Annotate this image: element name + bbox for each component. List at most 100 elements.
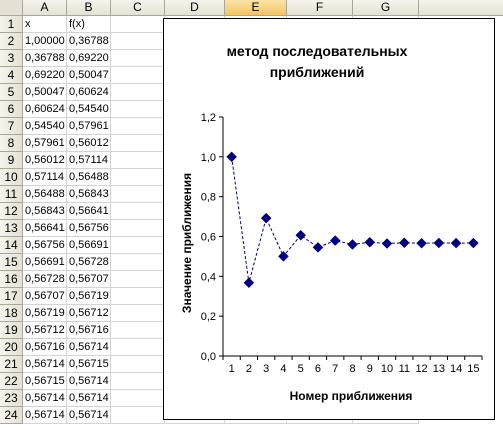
cell-a19[interactable]: 0,56712 — [23, 322, 67, 339]
row-header-18[interactable]: 18 — [0, 305, 23, 322]
cell-a23[interactable]: 0,56714 — [23, 390, 67, 407]
chart-object[interactable]: метод последовательных приближений Номер… — [163, 18, 495, 420]
cell-b5[interactable]: 0,60624 — [67, 84, 111, 101]
row-header-2[interactable]: 2 — [0, 33, 23, 50]
cell-c6[interactable] — [111, 101, 165, 118]
cell-b23[interactable]: 0,56714 — [67, 390, 111, 407]
row-header-10[interactable]: 10 — [0, 169, 23, 186]
cell-b21[interactable]: 0,56715 — [67, 356, 111, 373]
cell-c16[interactable] — [111, 271, 165, 288]
cell-b20[interactable]: 0,56714 — [67, 339, 111, 356]
row-header-3[interactable]: 3 — [0, 50, 23, 67]
row-header-12[interactable]: 12 — [0, 203, 23, 220]
cell-c14[interactable] — [111, 237, 165, 254]
row-header-9[interactable]: 9 — [0, 152, 23, 169]
row-header-1[interactable]: 1 — [0, 16, 23, 33]
cell-c5[interactable] — [111, 84, 165, 101]
cell-c7[interactable] — [111, 118, 165, 135]
cell-c24[interactable] — [111, 407, 165, 424]
cell-b18[interactable]: 0,56712 — [67, 305, 111, 322]
cell-a16[interactable]: 0,56728 — [23, 271, 67, 288]
cell-c23[interactable] — [111, 390, 165, 407]
cell-b3[interactable]: 0,69220 — [67, 50, 111, 67]
cell-a9[interactable]: 0,56012 — [23, 152, 67, 169]
cell-a5[interactable]: 0,50047 — [23, 84, 67, 101]
row-header-20[interactable]: 20 — [0, 339, 23, 356]
cell-c20[interactable] — [111, 339, 165, 356]
cell-b13[interactable]: 0,56756 — [67, 220, 111, 237]
cell-a4[interactable]: 0,69220 — [23, 67, 67, 84]
cell-b17[interactable]: 0,56719 — [67, 288, 111, 305]
row-header-8[interactable]: 8 — [0, 135, 23, 152]
select-all-corner[interactable] — [0, 0, 23, 16]
row-header-23[interactable]: 23 — [0, 390, 23, 407]
cell-b15[interactable]: 0,56728 — [67, 254, 111, 271]
cell-a7[interactable]: 0,54540 — [23, 118, 67, 135]
cell-b1[interactable]: f(x) — [67, 16, 111, 33]
cell-a3[interactable]: 0,36788 — [23, 50, 67, 67]
cell-c19[interactable] — [111, 322, 165, 339]
cell-c8[interactable] — [111, 135, 165, 152]
cell-a21[interactable]: 0,56714 — [23, 356, 67, 373]
cell-a6[interactable]: 0,60624 — [23, 101, 67, 118]
cell-c9[interactable] — [111, 152, 165, 169]
cell-b7[interactable]: 0,57961 — [67, 118, 111, 135]
column-header-g[interactable]: G — [353, 0, 419, 16]
cell-b22[interactable]: 0,56714 — [67, 373, 111, 390]
cell-a13[interactable]: 0,56641 — [23, 220, 67, 237]
cell-b14[interactable]: 0,56691 — [67, 237, 111, 254]
cell-c21[interactable] — [111, 356, 165, 373]
cell-b6[interactable]: 0,54540 — [67, 101, 111, 118]
cell-b11[interactable]: 0,56843 — [67, 186, 111, 203]
column-header-a[interactable]: A — [23, 0, 67, 16]
cell-a12[interactable]: 0,56843 — [23, 203, 67, 220]
cell-c15[interactable] — [111, 254, 165, 271]
cell-a8[interactable]: 0,57961 — [23, 135, 67, 152]
cell-c17[interactable] — [111, 288, 165, 305]
row-header-15[interactable]: 15 — [0, 254, 23, 271]
cell-a15[interactable]: 0,56691 — [23, 254, 67, 271]
cell-a1[interactable]: x — [23, 16, 67, 33]
row-header-6[interactable]: 6 — [0, 101, 23, 118]
cell-b2[interactable]: 0,36788 — [67, 33, 111, 50]
cell-a18[interactable]: 0,56719 — [23, 305, 67, 322]
cell-b10[interactable]: 0,56488 — [67, 169, 111, 186]
row-header-13[interactable]: 13 — [0, 220, 23, 237]
cell-b16[interactable]: 0,56707 — [67, 271, 111, 288]
cell-a17[interactable]: 0,56707 — [23, 288, 67, 305]
row-header-7[interactable]: 7 — [0, 118, 23, 135]
column-header-d[interactable]: D — [165, 0, 225, 16]
cell-c1[interactable] — [111, 16, 165, 33]
cell-c13[interactable] — [111, 220, 165, 237]
cell-a24[interactable]: 0,56714 — [23, 407, 67, 424]
row-header-24[interactable]: 24 — [0, 407, 23, 424]
cell-c3[interactable] — [111, 50, 165, 67]
cell-a20[interactable]: 0,56716 — [23, 339, 67, 356]
row-header-21[interactable]: 21 — [0, 356, 23, 373]
cell-b12[interactable]: 0,56641 — [67, 203, 111, 220]
column-header-b[interactable]: B — [67, 0, 111, 16]
cell-c11[interactable] — [111, 186, 165, 203]
row-header-22[interactable]: 22 — [0, 373, 23, 390]
cell-b9[interactable]: 0,57114 — [67, 152, 111, 169]
cell-c12[interactable] — [111, 203, 165, 220]
cell-a10[interactable]: 0,57114 — [23, 169, 67, 186]
row-header-17[interactable]: 17 — [0, 288, 23, 305]
cell-a14[interactable]: 0,56756 — [23, 237, 67, 254]
column-header-c[interactable]: C — [111, 0, 165, 16]
cell-b24[interactable]: 0,56714 — [67, 407, 111, 424]
row-header-16[interactable]: 16 — [0, 271, 23, 288]
cell-b4[interactable]: 0,50047 — [67, 67, 111, 84]
cell-b8[interactable]: 0,56012 — [67, 135, 111, 152]
column-header-e[interactable]: E — [225, 0, 287, 16]
row-header-19[interactable]: 19 — [0, 322, 23, 339]
cell-a2[interactable]: 1,00000 — [23, 33, 67, 50]
column-header-f[interactable]: F — [287, 0, 353, 16]
cell-c2[interactable] — [111, 33, 165, 50]
cell-c10[interactable] — [111, 169, 165, 186]
row-header-5[interactable]: 5 — [0, 84, 23, 101]
cell-c22[interactable] — [111, 373, 165, 390]
row-header-14[interactable]: 14 — [0, 237, 23, 254]
cell-c18[interactable] — [111, 305, 165, 322]
row-header-4[interactable]: 4 — [0, 67, 23, 84]
